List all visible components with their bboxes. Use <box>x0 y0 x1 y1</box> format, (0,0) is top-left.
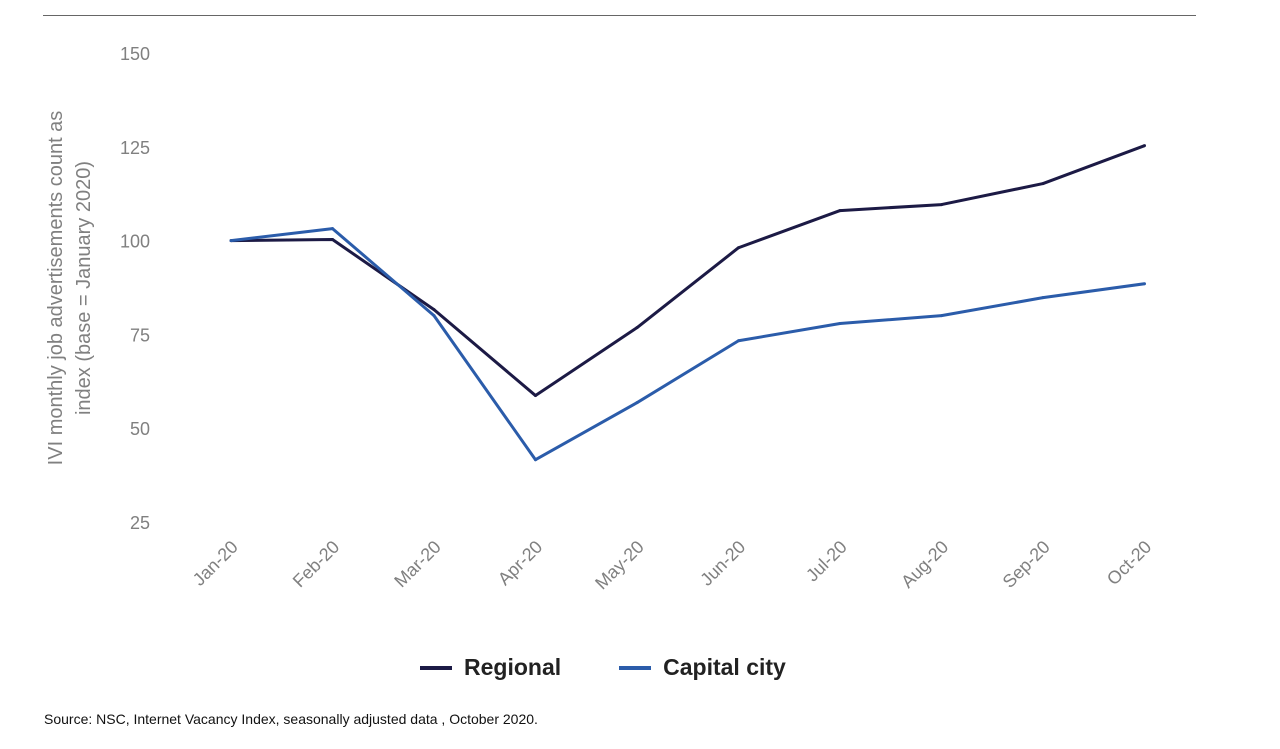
y-axis-label-line-1: IVI monthly job advertisements count as <box>45 111 67 466</box>
data-point <box>737 339 740 343</box>
y-axis-label-line-2: index (base = January 2020) <box>73 161 95 415</box>
regional-swatch <box>420 665 452 670</box>
data-point <box>940 203 943 207</box>
x-tick-label: Jun-20 <box>696 537 749 590</box>
y-tick-label: 125 <box>120 138 150 158</box>
data-point <box>1143 282 1146 286</box>
legend-item-capital-city: Capital city <box>619 654 786 681</box>
data-point <box>432 308 436 312</box>
x-tick-label: Feb-20 <box>289 537 343 591</box>
x-tick-label: May-20 <box>591 537 648 594</box>
legend-item-regional: Regional <box>420 654 561 681</box>
data-point <box>331 227 334 231</box>
data-point <box>1041 182 1045 186</box>
capital-city-swatch <box>619 665 652 670</box>
data-point <box>534 394 537 398</box>
y-tick-label: 75 <box>130 325 150 345</box>
y-tick-label: 100 <box>120 232 150 252</box>
x-tick-label: Mar-20 <box>390 537 444 591</box>
data-point <box>940 314 943 318</box>
series-line-regional <box>230 144 1146 398</box>
top-rule <box>43 15 1196 16</box>
data-point <box>331 237 334 241</box>
source-note: Source: NSC, Internet Vacancy Index, sea… <box>44 711 538 727</box>
data-point <box>635 401 639 405</box>
y-tick-label: 25 <box>130 513 150 533</box>
data-point <box>534 458 537 462</box>
series-line-capital-city <box>230 227 1145 462</box>
y-tick-label: 150 <box>120 44 150 64</box>
data-point <box>1041 296 1045 300</box>
data-point <box>838 322 842 326</box>
legend: Regional Capital city <box>420 654 844 681</box>
data-point <box>635 326 639 330</box>
legend-label: Regional <box>464 654 562 680</box>
y-tick-label: 50 <box>130 419 150 439</box>
line-chart: IVI monthly job advertisements count as … <box>45 44 1155 594</box>
x-tick-label: Apr-20 <box>494 537 546 589</box>
legend-label: Capital city <box>663 654 786 680</box>
x-tick-label: Jul-20 <box>802 537 851 586</box>
data-point <box>1143 144 1146 148</box>
data-point <box>432 314 436 318</box>
data-point <box>229 239 233 243</box>
data-point <box>838 209 842 213</box>
x-tick-label: Oct-20 <box>1103 537 1155 589</box>
x-tick-label: Aug-20 <box>897 537 952 592</box>
x-tick-label: Jan-20 <box>189 537 242 590</box>
x-tick-label: Sep-20 <box>999 537 1054 592</box>
data-point <box>737 246 740 250</box>
